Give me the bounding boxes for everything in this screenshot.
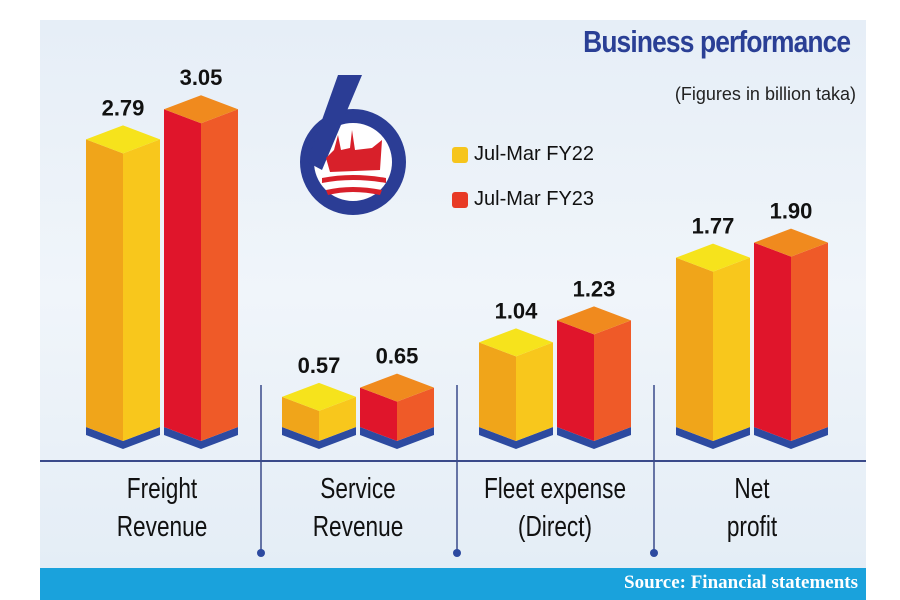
bar-left-face — [479, 342, 516, 441]
legend-item-fy23: Jul-Mar FY23 — [452, 188, 594, 211]
source-text: Source: Financial statements — [624, 572, 858, 593]
bar-right-face — [397, 387, 434, 441]
data-label: 1.23 — [573, 276, 616, 301]
bar-top-face — [164, 95, 238, 124]
legend-item-fy22: Jul-Mar FY22 — [452, 143, 594, 166]
bar-top-face — [557, 306, 631, 335]
data-label: 2.79 — [102, 95, 145, 120]
bar-top-face — [479, 328, 553, 357]
bar-right-face — [516, 342, 553, 441]
bar-top-face — [360, 373, 434, 402]
bar-fy22-3: 1.77 — [676, 214, 750, 449]
legend-swatch-fy22 — [452, 146, 468, 163]
bar-fy23-2: 1.23 — [557, 276, 631, 449]
legend-swatch-fy23 — [452, 191, 468, 208]
bar-fy22-2: 1.04 — [479, 298, 553, 449]
bar-top-face — [282, 382, 356, 411]
bar-base — [676, 427, 750, 449]
group-divider-dot — [650, 549, 658, 557]
source-bar: Source: Financial statements — [40, 568, 866, 600]
legend-label-fy23: Jul-Mar FY23 — [474, 188, 595, 210]
data-label: 0.65 — [376, 344, 419, 369]
bar-fy23-0: 3.05 — [164, 65, 238, 449]
bar-left-face — [676, 257, 713, 441]
bar-base — [86, 427, 160, 449]
bar-left-face — [754, 242, 791, 441]
category-label-freight-revenue: Freight Revenue — [116, 473, 208, 543]
bar-right-face — [594, 320, 631, 441]
bar-base — [557, 427, 631, 449]
category-label-net-profit: Net profit — [726, 473, 778, 543]
logo — [300, 75, 406, 215]
bar-left-face — [360, 387, 397, 441]
bar-left-face — [557, 320, 594, 441]
bar-right-face — [713, 257, 750, 441]
bar-left-face — [282, 396, 319, 441]
bar-right-face — [201, 109, 238, 441]
bar-fy23-3: 1.90 — [754, 199, 828, 449]
bar-top-face — [86, 125, 160, 154]
chart-title: Business performance — [582, 24, 851, 59]
category-label-service-revenue: Service Revenue — [312, 473, 404, 543]
data-label: 1.90 — [770, 199, 813, 224]
legend-label-fy22: Jul-Mar FY22 — [474, 143, 595, 165]
bar-right-face — [123, 139, 160, 442]
group-divider-dot — [453, 549, 461, 557]
bar-base — [360, 427, 434, 449]
bar-left-face — [86, 139, 123, 442]
bar-left-face — [164, 109, 201, 441]
bar-base — [754, 427, 828, 449]
bar-base — [479, 427, 553, 449]
data-label: 0.57 — [298, 353, 341, 378]
data-label: 3.05 — [180, 65, 223, 90]
bar-base — [282, 427, 356, 449]
category-label-fleet-expense: Fleet expense (Direct) — [483, 473, 627, 543]
bar-fy22-1: 0.57 — [282, 353, 356, 449]
group-divider-dot — [257, 549, 265, 557]
data-label: 1.04 — [495, 298, 539, 323]
bar-fy23-1: 0.65 — [360, 344, 434, 449]
bar-top-face — [676, 243, 750, 272]
bar-top-face — [754, 228, 828, 257]
bar-base — [164, 427, 238, 449]
data-label: 1.77 — [692, 214, 735, 239]
chart-subtitle: (Figures in billion taka) — [674, 84, 856, 104]
bar-right-face — [319, 396, 356, 441]
bar-fy22-0: 2.79 — [86, 95, 160, 449]
bar-right-face — [791, 242, 828, 441]
